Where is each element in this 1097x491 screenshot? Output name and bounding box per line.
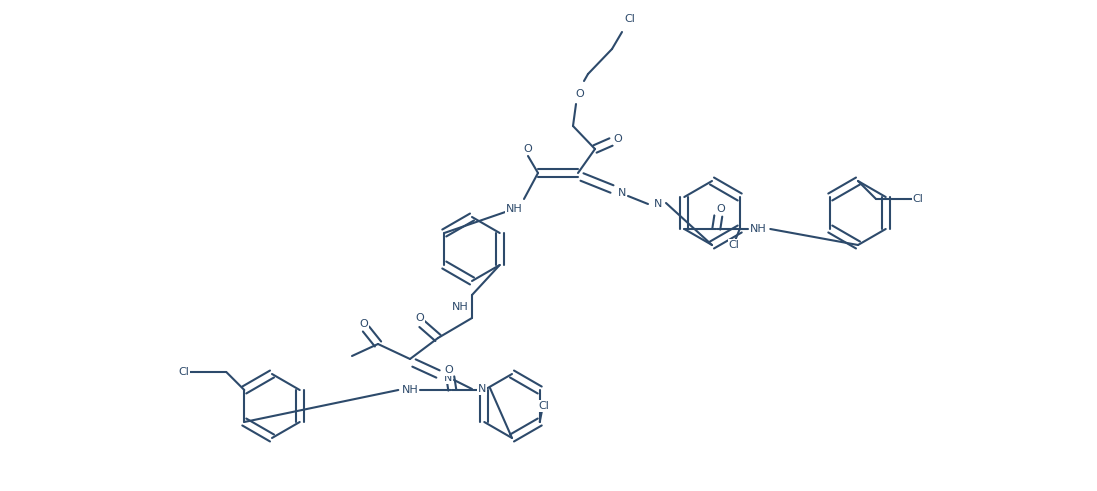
Text: O: O (576, 89, 585, 99)
Text: N: N (654, 199, 663, 209)
Text: NH: NH (402, 385, 419, 395)
Text: Cl: Cl (179, 367, 190, 377)
Text: NH: NH (750, 224, 767, 234)
Text: N: N (444, 373, 452, 383)
Text: O: O (716, 204, 725, 214)
Text: Cl: Cl (728, 240, 739, 250)
Text: O: O (360, 319, 369, 329)
Text: O: O (523, 144, 532, 154)
Text: N: N (478, 384, 486, 394)
Text: O: O (444, 365, 453, 375)
Text: O: O (613, 134, 622, 144)
Text: N: N (618, 188, 626, 198)
Text: O: O (416, 313, 425, 323)
Text: Cl: Cl (624, 14, 635, 24)
Text: NH: NH (506, 204, 522, 214)
Text: Cl: Cl (539, 401, 550, 411)
Text: Cl: Cl (913, 194, 924, 204)
Text: NH: NH (452, 302, 468, 312)
